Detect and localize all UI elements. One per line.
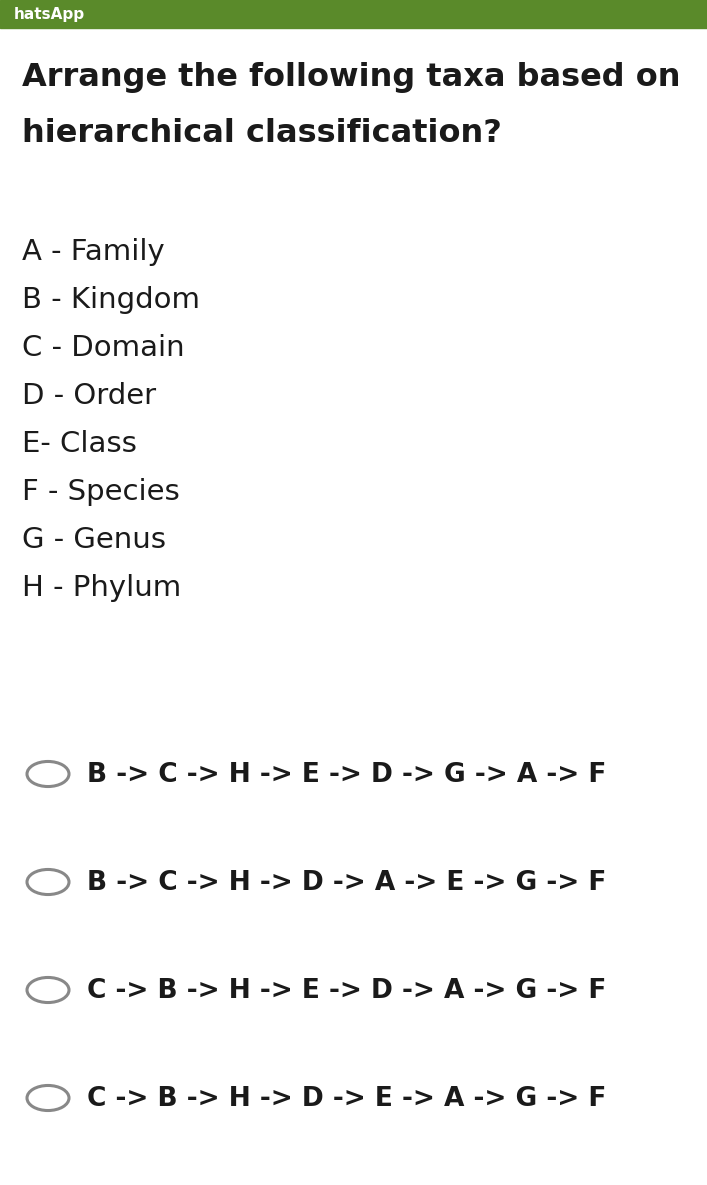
Text: H - Phylum: H - Phylum xyxy=(22,574,181,602)
Text: hatsApp: hatsApp xyxy=(14,6,85,21)
Text: B - Kingdom: B - Kingdom xyxy=(22,286,200,314)
Text: D - Order: D - Order xyxy=(22,382,156,410)
Text: hierarchical classification?: hierarchical classification? xyxy=(22,118,502,149)
Text: A - Family: A - Family xyxy=(22,238,165,265)
Text: E- Class: E- Class xyxy=(22,430,137,457)
Text: B -> C -> H -> E -> D -> G -> A -> F: B -> C -> H -> E -> D -> G -> A -> F xyxy=(87,762,607,788)
Text: C -> B -> H -> E -> D -> A -> G -> F: C -> B -> H -> E -> D -> A -> G -> F xyxy=(87,978,607,1004)
Text: Arrange the following taxa based on: Arrange the following taxa based on xyxy=(22,62,681,92)
Text: B -> C -> H -> D -> A -> E -> G -> F: B -> C -> H -> D -> A -> E -> G -> F xyxy=(87,870,607,896)
Bar xyxy=(0,0,707,28)
Text: C - Domain: C - Domain xyxy=(22,334,185,361)
Text: F - Species: F - Species xyxy=(22,478,180,506)
Text: G - Genus: G - Genus xyxy=(22,526,166,555)
Text: C -> B -> H -> D -> E -> A -> G -> F: C -> B -> H -> D -> E -> A -> G -> F xyxy=(87,1085,607,1112)
